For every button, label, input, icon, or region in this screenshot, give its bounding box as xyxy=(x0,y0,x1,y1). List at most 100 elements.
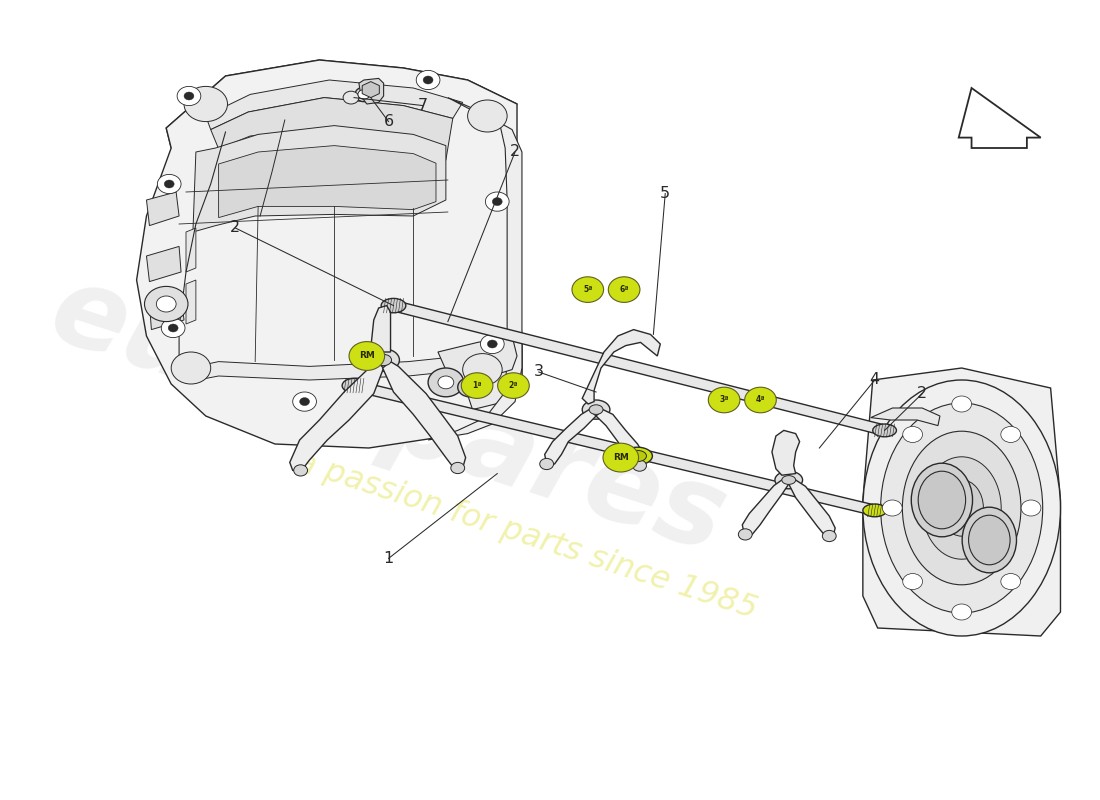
Circle shape xyxy=(572,277,604,302)
Circle shape xyxy=(952,396,971,412)
Text: 4: 4 xyxy=(870,373,880,387)
Polygon shape xyxy=(211,98,453,168)
Polygon shape xyxy=(352,381,877,515)
Circle shape xyxy=(952,604,971,620)
Text: 3: 3 xyxy=(534,365,543,379)
Ellipse shape xyxy=(590,405,603,414)
Polygon shape xyxy=(189,354,485,382)
Circle shape xyxy=(451,462,464,474)
Polygon shape xyxy=(362,82,380,98)
Text: 1ª: 1ª xyxy=(472,381,482,390)
Circle shape xyxy=(168,324,178,332)
Circle shape xyxy=(1001,426,1021,442)
Polygon shape xyxy=(596,410,646,466)
Polygon shape xyxy=(862,368,1060,636)
Circle shape xyxy=(358,90,370,99)
Ellipse shape xyxy=(782,475,795,484)
Ellipse shape xyxy=(582,400,609,419)
Circle shape xyxy=(608,277,640,302)
Polygon shape xyxy=(186,228,196,272)
Circle shape xyxy=(540,458,553,470)
Circle shape xyxy=(293,392,317,411)
Circle shape xyxy=(493,198,503,206)
Circle shape xyxy=(156,296,176,312)
Polygon shape xyxy=(359,78,384,104)
Polygon shape xyxy=(383,362,465,468)
Ellipse shape xyxy=(911,463,972,537)
Polygon shape xyxy=(146,192,179,226)
Polygon shape xyxy=(136,60,522,448)
Ellipse shape xyxy=(629,450,647,462)
Circle shape xyxy=(424,76,433,84)
Circle shape xyxy=(487,340,497,348)
Circle shape xyxy=(903,426,923,442)
Ellipse shape xyxy=(969,515,1010,565)
Text: 6ª: 6ª xyxy=(619,285,629,294)
Circle shape xyxy=(1001,574,1021,590)
Text: RM: RM xyxy=(613,453,629,462)
Circle shape xyxy=(438,376,454,389)
Ellipse shape xyxy=(902,431,1021,585)
Circle shape xyxy=(162,318,185,338)
Polygon shape xyxy=(371,306,390,352)
Circle shape xyxy=(177,86,201,106)
Circle shape xyxy=(903,574,923,590)
Circle shape xyxy=(632,460,647,471)
Circle shape xyxy=(1021,500,1041,516)
Polygon shape xyxy=(582,330,660,404)
Text: 2: 2 xyxy=(230,221,241,235)
Polygon shape xyxy=(428,98,522,440)
Circle shape xyxy=(485,192,509,211)
Circle shape xyxy=(349,342,385,370)
Circle shape xyxy=(603,443,639,472)
Circle shape xyxy=(468,100,507,132)
Circle shape xyxy=(738,529,752,540)
Ellipse shape xyxy=(881,403,1043,613)
Circle shape xyxy=(461,373,493,398)
Circle shape xyxy=(294,465,308,476)
Text: 2: 2 xyxy=(917,386,927,401)
Circle shape xyxy=(144,286,188,322)
Ellipse shape xyxy=(367,349,399,371)
Text: 6: 6 xyxy=(384,114,394,129)
Circle shape xyxy=(157,174,182,194)
Polygon shape xyxy=(438,336,517,386)
Circle shape xyxy=(708,387,740,413)
Polygon shape xyxy=(544,410,596,464)
Circle shape xyxy=(497,373,529,398)
Polygon shape xyxy=(463,344,522,410)
Text: a passion for parts since 1985: a passion for parts since 1985 xyxy=(293,446,761,626)
Circle shape xyxy=(184,92,194,100)
Ellipse shape xyxy=(376,354,392,366)
Ellipse shape xyxy=(342,378,366,393)
Ellipse shape xyxy=(918,471,966,529)
Polygon shape xyxy=(772,430,800,475)
Circle shape xyxy=(184,86,228,122)
Ellipse shape xyxy=(872,424,896,437)
Ellipse shape xyxy=(862,504,887,517)
Polygon shape xyxy=(219,146,436,218)
Circle shape xyxy=(882,500,902,516)
Text: 3ª: 3ª xyxy=(719,395,729,405)
Ellipse shape xyxy=(962,507,1016,573)
Polygon shape xyxy=(186,280,196,324)
Circle shape xyxy=(416,70,440,90)
Circle shape xyxy=(823,530,836,542)
Ellipse shape xyxy=(862,380,1060,636)
Text: 1: 1 xyxy=(384,551,394,566)
Ellipse shape xyxy=(382,298,406,313)
Text: 4ª: 4ª xyxy=(756,395,766,405)
Polygon shape xyxy=(289,362,384,470)
Text: 5ª: 5ª xyxy=(583,285,593,294)
Circle shape xyxy=(463,354,503,386)
Circle shape xyxy=(745,387,777,413)
Circle shape xyxy=(428,368,464,397)
Ellipse shape xyxy=(355,87,373,102)
Polygon shape xyxy=(206,80,463,130)
Polygon shape xyxy=(146,246,182,282)
Circle shape xyxy=(481,334,504,354)
Circle shape xyxy=(343,91,359,104)
Text: 2: 2 xyxy=(510,145,520,159)
Polygon shape xyxy=(742,480,789,534)
Ellipse shape xyxy=(774,471,803,489)
